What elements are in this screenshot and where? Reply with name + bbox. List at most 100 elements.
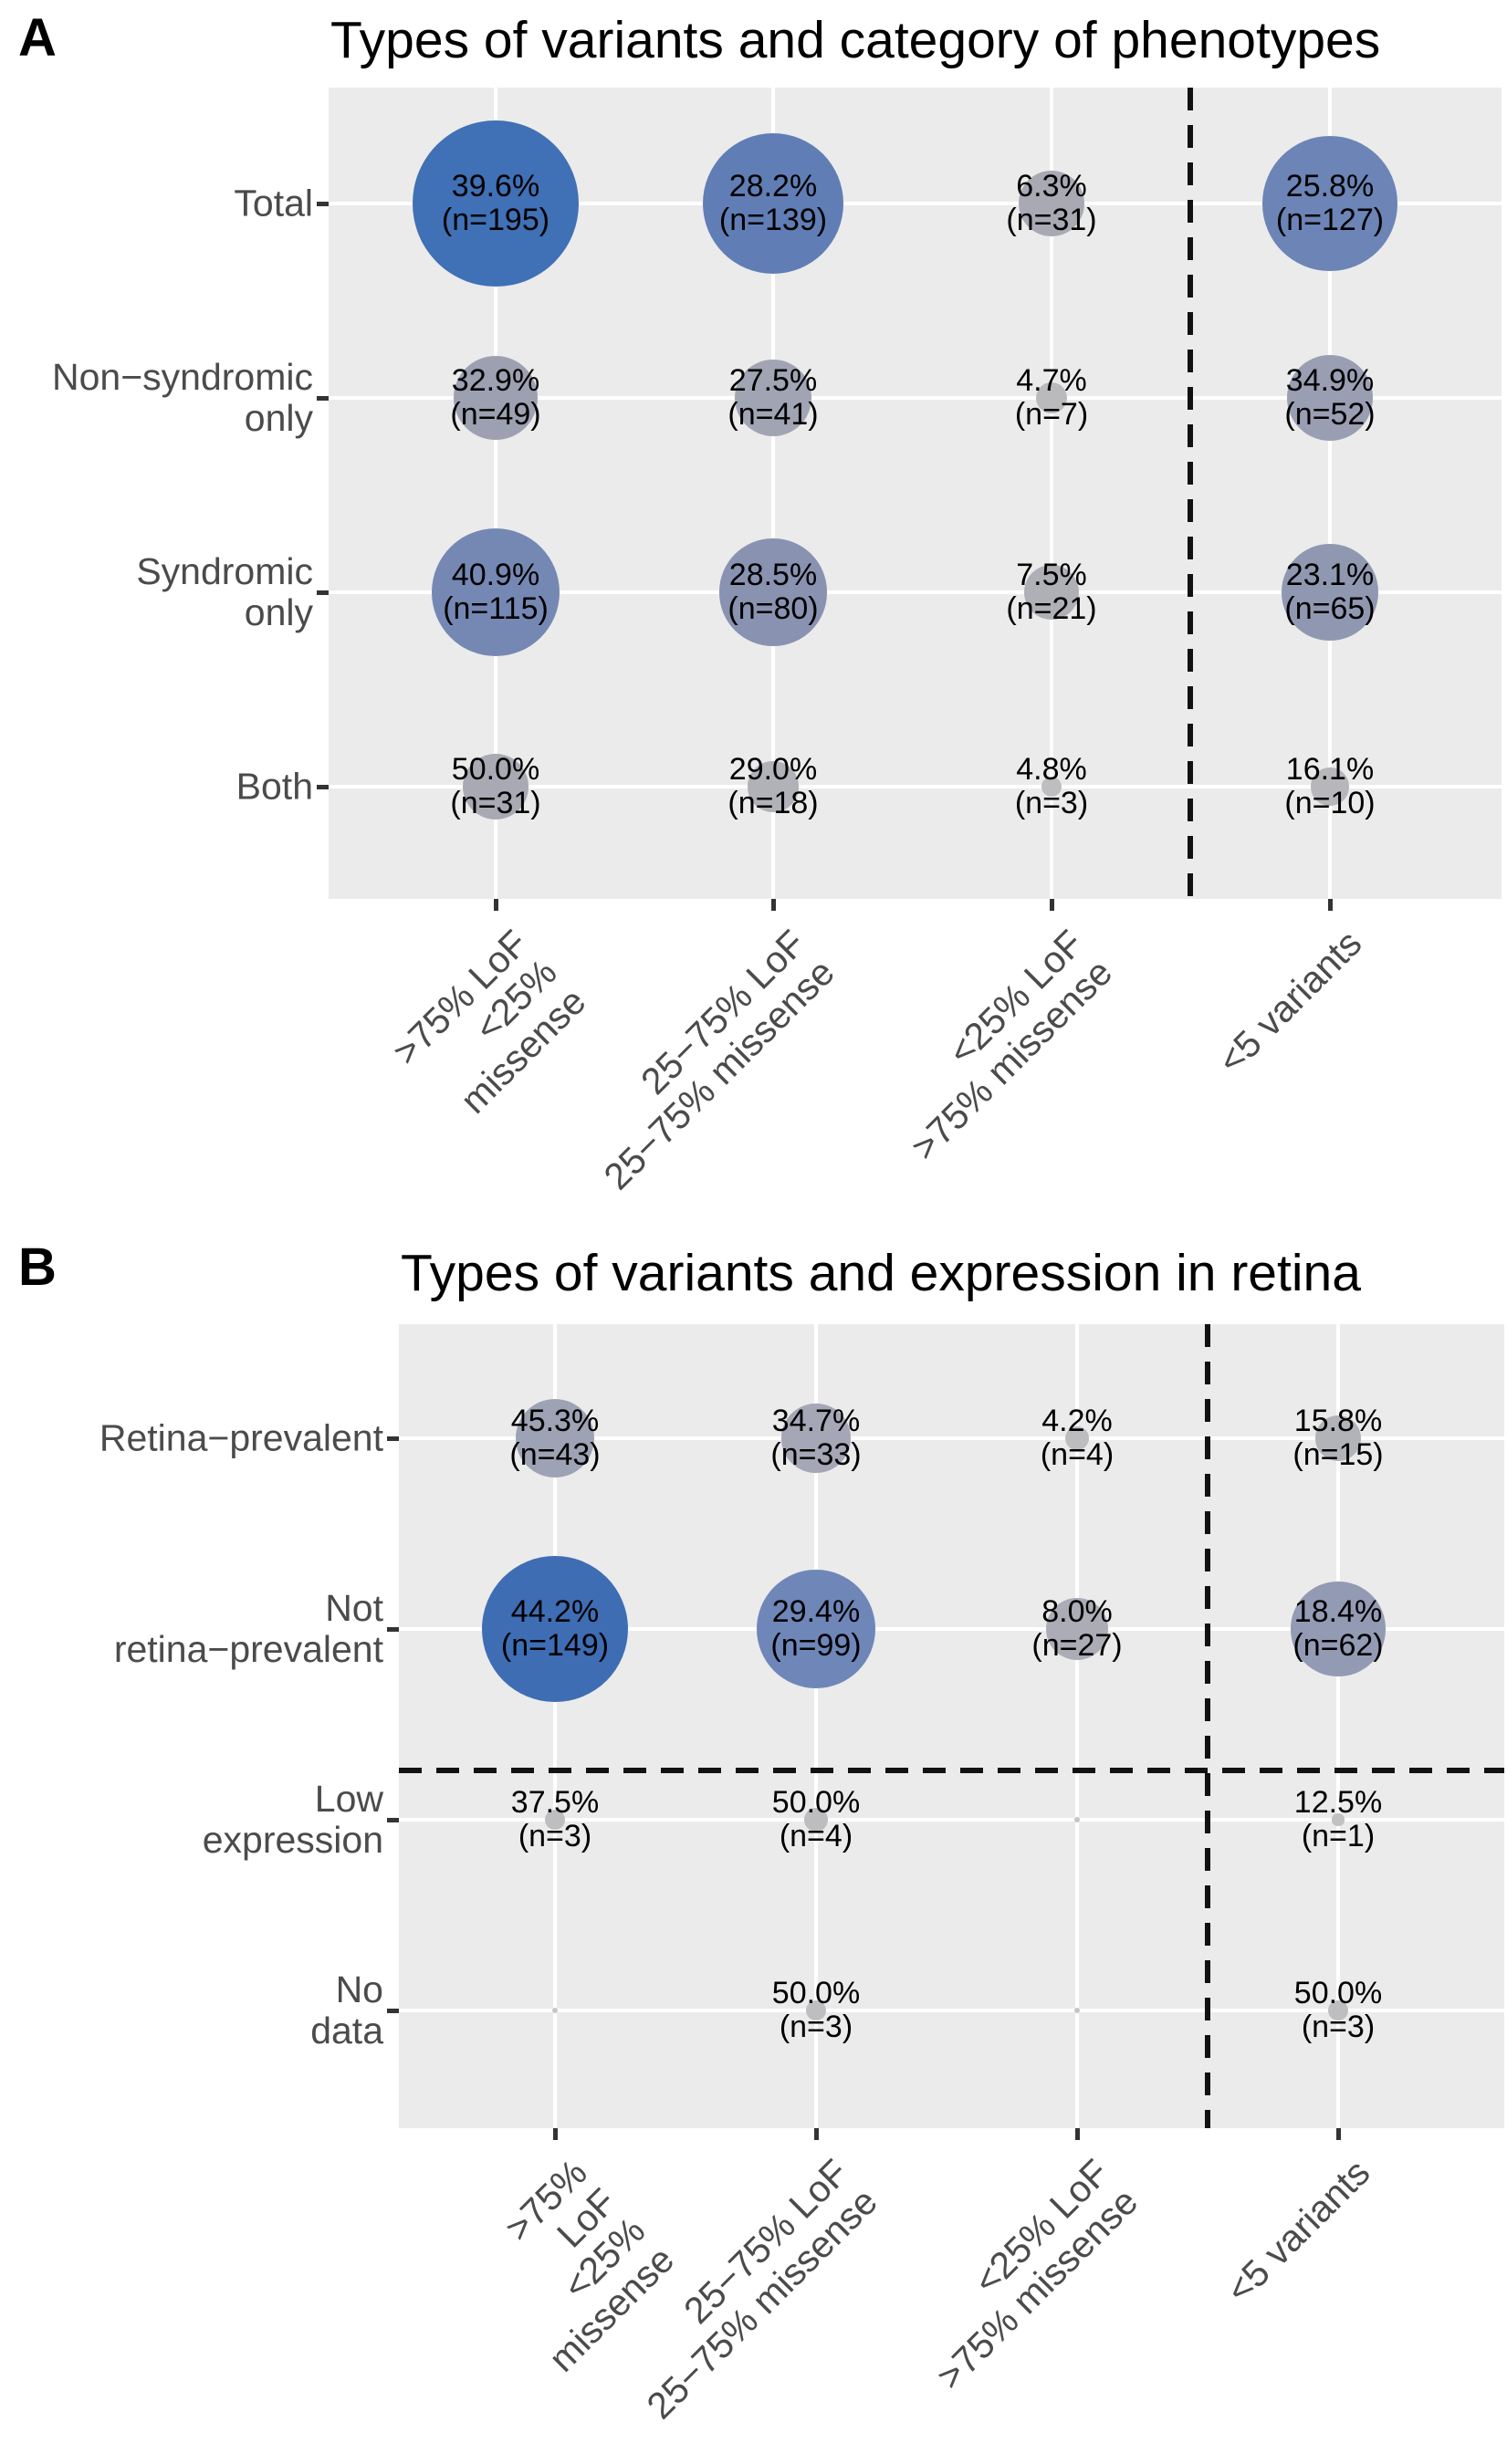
bubble-cell bbox=[1314, 1415, 1362, 1462]
x-axis-tick bbox=[1049, 899, 1054, 911]
bubble-label: 50.0% (n=31) bbox=[450, 752, 541, 820]
bubble-label: 28.2% (n=139) bbox=[718, 169, 828, 237]
bubble-label: 32.9% (n=49) bbox=[450, 363, 541, 432]
x-axis-label: >75% LoF <25% missense bbox=[384, 922, 594, 1122]
gridline-horizontal bbox=[399, 1627, 1504, 1631]
x-axis-tick bbox=[770, 899, 776, 911]
panel-b-letter: B bbox=[18, 1237, 57, 1297]
bubble-cell bbox=[1311, 767, 1349, 806]
bubble-cell bbox=[1035, 381, 1068, 414]
x-axis-label: <5 variants bbox=[1209, 922, 1370, 1082]
gridline-horizontal bbox=[329, 590, 1502, 594]
y-axis-label: Low expression bbox=[202, 1778, 383, 1861]
bubble-label: 44.2% (n=149) bbox=[500, 1594, 610, 1663]
x-axis-tick bbox=[552, 2128, 558, 2140]
panel-b-title: Types of variants and expression in reti… bbox=[401, 1244, 1361, 1302]
bubble-label: 50.0% (n=3) bbox=[771, 1976, 861, 2044]
bubble-cell bbox=[719, 538, 827, 646]
bubble-cell bbox=[1332, 1813, 1345, 1826]
bubble-label: 4.7% (n=7) bbox=[1014, 363, 1089, 432]
bubble-cell bbox=[1262, 136, 1397, 271]
panel-b-plot-area: 45.3% (n=43) 34.7% (n=33) 4.2% (n=4) 15.8% … bbox=[99, 1324, 1504, 2427]
bubble-label: 39.6% (n=195) bbox=[441, 169, 550, 237]
bubble-cell bbox=[1282, 544, 1378, 641]
bubble-cell bbox=[482, 1556, 628, 1702]
gridline-vertical bbox=[494, 88, 497, 899]
x-axis-tick bbox=[493, 899, 498, 911]
bubble-cell bbox=[462, 753, 529, 820]
y-axis-tick bbox=[317, 395, 329, 401]
bubble-label: 7.5% (n=21) bbox=[1006, 558, 1097, 626]
y-axis-tick bbox=[387, 2008, 399, 2013]
y-axis-label: Both bbox=[235, 765, 313, 808]
gridline-vertical bbox=[814, 1324, 818, 2128]
y-axis-tick bbox=[387, 1626, 399, 1632]
panel-a-letter: A bbox=[18, 8, 57, 68]
bubble-cell bbox=[702, 132, 844, 275]
bubble-cell bbox=[748, 761, 799, 812]
dashed-vertical-separator bbox=[1205, 1324, 1210, 2128]
bubble-cell bbox=[735, 360, 811, 436]
y-axis-tick bbox=[317, 784, 329, 789]
bubble-cell bbox=[431, 527, 560, 657]
dashed-horizontal-separator bbox=[399, 1768, 1504, 1773]
bubble-cell bbox=[1073, 1816, 1081, 1823]
gridline-vertical bbox=[1075, 1324, 1079, 2128]
y-axis-label: Non−syndromic only bbox=[52, 356, 313, 439]
bubble-label: 12.5% (n=1) bbox=[1293, 1785, 1383, 1853]
bubble-cell bbox=[412, 120, 580, 287]
bubble-label: 23.1% (n=65) bbox=[1284, 558, 1376, 626]
bubble-label: 45.3% (n=43) bbox=[509, 1404, 601, 1472]
bubble-label: 34.9% (n=52) bbox=[1284, 363, 1376, 432]
bubble-label: 29.0% (n=18) bbox=[727, 752, 819, 820]
y-axis-label: No data bbox=[310, 1968, 384, 2052]
panel-a-plot-area: 39.6% (n=195) 28.2% (n=139) 6.3% (n=31) 25.… bbox=[52, 88, 1502, 1197]
gridline-vertical bbox=[1336, 1324, 1340, 2128]
gridline-vertical bbox=[1050, 88, 1053, 899]
bubble-cell bbox=[781, 1404, 851, 1473]
x-axis-tick bbox=[1335, 2128, 1341, 2140]
bubble-label: 50.0% (n=3) bbox=[1293, 1976, 1383, 2044]
bubble-label: 40.9% (n=115) bbox=[443, 558, 549, 626]
gridline-horizontal bbox=[329, 202, 1502, 205]
y-axis-label: Total bbox=[234, 182, 313, 224]
gridline-horizontal bbox=[329, 785, 1502, 788]
bubble-label: 29.4% (n=99) bbox=[770, 1594, 862, 1663]
bubble-cell bbox=[1286, 354, 1374, 442]
y-axis-tick bbox=[387, 1436, 399, 1441]
y-axis-tick bbox=[317, 201, 329, 206]
bubble-cell bbox=[803, 1807, 829, 1832]
y-axis-tick bbox=[317, 590, 329, 595]
gridline-horizontal bbox=[399, 2009, 1504, 2012]
bubble-cell bbox=[1327, 1999, 1349, 2021]
gridline-vertical bbox=[553, 1324, 557, 2128]
bubble-label: 4.8% (n=3) bbox=[1014, 752, 1089, 820]
gridline-vertical bbox=[1328, 88, 1332, 899]
bubble-cell bbox=[551, 2007, 559, 2014]
gridline-horizontal bbox=[329, 396, 1502, 400]
bubble-label: 8.0% (n=27) bbox=[1031, 1594, 1123, 1663]
x-axis-tick bbox=[813, 2128, 819, 2140]
bubble-cell bbox=[1073, 2007, 1081, 2014]
bubble-cell bbox=[544, 1809, 566, 1831]
y-axis-tick bbox=[387, 1817, 399, 1822]
y-axis-label: Not retina−prevalent bbox=[113, 1587, 383, 1670]
gridline-horizontal bbox=[399, 1436, 1504, 1440]
dashed-vertical-separator bbox=[1188, 88, 1193, 899]
bubble-cell bbox=[805, 1999, 827, 2021]
gridline-vertical bbox=[771, 88, 775, 899]
x-axis-label: <25% LoF >75% missense bbox=[928, 2151, 1146, 2398]
bubble-label: 28.5% (n=80) bbox=[727, 558, 819, 626]
bubble-label: 6.3% (n=31) bbox=[1006, 169, 1097, 237]
bubble-cell bbox=[1291, 1582, 1386, 1676]
bubble-label: 15.8% (n=15) bbox=[1292, 1404, 1384, 1472]
y-axis-label: Syndromic only bbox=[136, 550, 313, 633]
bubble-label: 16.1% (n=10) bbox=[1284, 752, 1376, 820]
bubble-label: 27.5% (n=41) bbox=[727, 363, 819, 432]
y-axis-label: Retina−prevalent bbox=[99, 1416, 383, 1459]
bubble-label: 4.2% (n=4) bbox=[1040, 1404, 1115, 1472]
x-axis-tick bbox=[1327, 899, 1333, 911]
bubble-cell bbox=[516, 1399, 594, 1477]
x-axis-tick bbox=[1074, 2128, 1080, 2140]
panel-a-title: Types of variants and category of phenot… bbox=[330, 11, 1381, 69]
